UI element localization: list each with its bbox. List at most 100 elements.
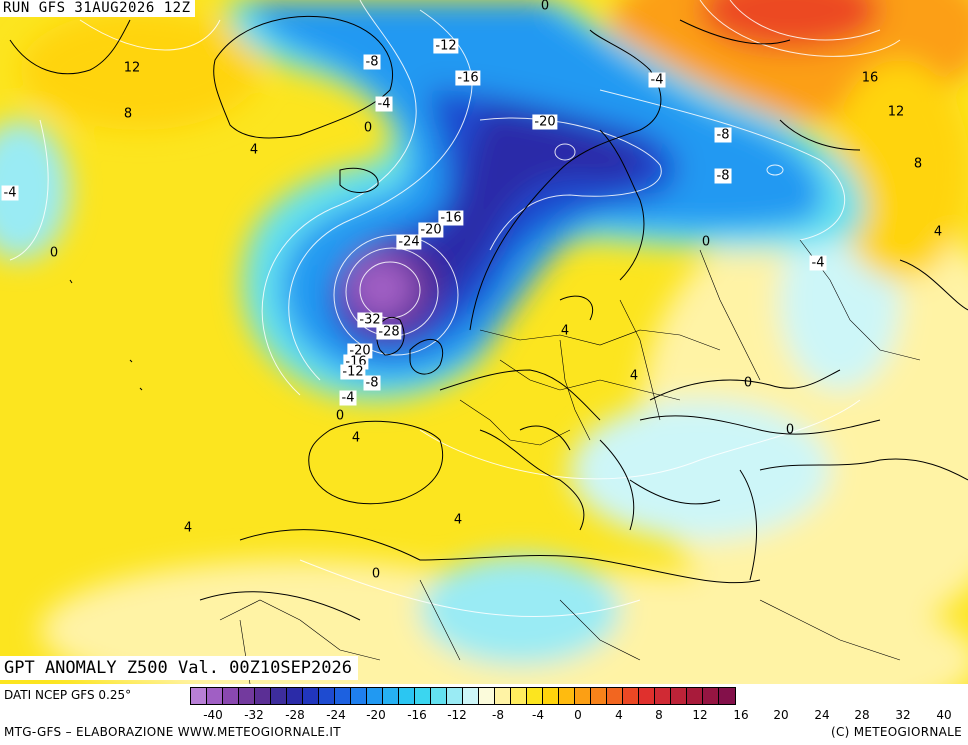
contour-label: -8 (363, 54, 381, 70)
colorbar-tick: -4 (532, 708, 544, 722)
contour-label: -4 (375, 96, 393, 112)
colorbar-swatch (559, 688, 575, 704)
colorbar-swatch (655, 688, 671, 704)
colorbar-swatch (319, 688, 335, 704)
colorbar-tick: -32 (244, 708, 264, 722)
contour-label: 0 (701, 234, 711, 250)
contour-label: 0 (363, 120, 373, 136)
contour-label: -16 (455, 70, 481, 86)
colorbar-tick: 12 (692, 708, 708, 722)
contour-label: 0 (743, 375, 753, 391)
colorbar-tick: 4 (615, 708, 623, 722)
colorbar-swatch (479, 688, 495, 704)
contour-label: -24 (396, 234, 422, 250)
colorbar-swatch (719, 688, 735, 704)
colorbar-swatch (591, 688, 607, 704)
contour-label: 4 (183, 520, 193, 536)
contour-label: 8 (123, 106, 133, 122)
colorbar-swatch (383, 688, 399, 704)
colorbar-tick: -40 (203, 708, 223, 722)
contour-label: 0 (540, 0, 550, 14)
contour-label: -8 (363, 375, 381, 391)
colorbar-tick: -28 (285, 708, 305, 722)
colorbar-swatch (687, 688, 703, 704)
contour-label: -20 (532, 114, 558, 130)
colorbar-tick: 0 (574, 708, 582, 722)
colorbar-swatch (543, 688, 559, 704)
borders (219, 239, 921, 684)
contour-label: 0 (785, 422, 795, 438)
colorbar-swatch (703, 688, 719, 704)
contour-label: 4 (249, 142, 259, 158)
contour-label: 4 (629, 368, 639, 384)
data-source: DATI NCEP GFS 0.25° (4, 688, 132, 702)
contour-label: -4 (1, 185, 19, 201)
colorbar-tick: 8 (655, 708, 663, 722)
contour-label: 0 (49, 245, 59, 261)
contour-label: -8 (714, 127, 732, 143)
contour-label: -32 (357, 312, 383, 328)
colorbar-swatch (351, 688, 367, 704)
contour-label: -4 (809, 255, 827, 271)
colorbar-swatch (415, 688, 431, 704)
credit: MTG-GFS – ELABORAZIONE WWW.METEOGIORNALE… (4, 725, 341, 739)
colorbar-tick: 28 (854, 708, 870, 722)
contour-label: 4 (453, 512, 463, 528)
colorbar-swatch (447, 688, 463, 704)
colorbar-swatch (287, 688, 303, 704)
colorbar-tick: -20 (366, 708, 386, 722)
colorbar-swatch (271, 688, 287, 704)
colorbar-tick: 40 (936, 708, 952, 722)
colorbar-swatch (239, 688, 255, 704)
colorbar-tick: 20 (773, 708, 789, 722)
colorbar-swatch (335, 688, 351, 704)
contour-label: -12 (433, 38, 459, 54)
colorbar-tick: -12 (447, 708, 467, 722)
contour-label: -4 (648, 72, 666, 88)
colorbar-swatch (367, 688, 383, 704)
colorbar (190, 687, 736, 705)
contour-label: -4 (339, 390, 357, 406)
contour-label: 4 (351, 430, 361, 446)
colorbar-swatch (207, 688, 223, 704)
copyright: (C) METEOGIORNALE (830, 725, 962, 739)
contour-label: 16 (861, 70, 879, 86)
contour-label: -8 (714, 168, 732, 184)
contour-label: 4 (560, 323, 570, 339)
anomaly-field (0, 0, 968, 684)
colorbar-swatch (255, 688, 271, 704)
legend-panel: DATI NCEP GFS 0.25° -40 -32 -28 -24 -20 -16 -1… (0, 684, 968, 745)
contour-label: -20 (418, 222, 444, 238)
colorbar-tick: 32 (895, 708, 911, 722)
contour-label: 4 (933, 224, 943, 240)
colorbar-swatch (623, 688, 639, 704)
colorbar-swatch (399, 688, 415, 704)
contour-label: -12 (340, 364, 366, 380)
colorbar-swatch (191, 688, 207, 704)
colorbar-swatch (527, 688, 543, 704)
colorbar-swatch (671, 688, 687, 704)
colorbar-tick: -16 (407, 708, 427, 722)
colorbar-swatch (303, 688, 319, 704)
colorbar-swatch (223, 688, 239, 704)
run-label: RUN GFS 31AUG2026 12Z (0, 0, 195, 17)
colorbar-swatch (607, 688, 623, 704)
map-title: GPT ANOMALY Z500 Val. 00Z10SEP2026 (0, 656, 358, 680)
contour-label: 0 (335, 408, 345, 424)
contour-label: 12 (123, 60, 141, 76)
colorbar-swatch (639, 688, 655, 704)
colorbar-tick: -8 (492, 708, 504, 722)
contour-label: 8 (913, 156, 923, 172)
colorbar-tick: 24 (814, 708, 830, 722)
contour-label: 12 (887, 104, 905, 120)
contour-label: -28 (376, 324, 402, 340)
contour-label: 0 (371, 566, 381, 582)
colorbar-swatch (495, 688, 511, 704)
colorbar-tick: 16 (733, 708, 749, 722)
contour-label: -16 (438, 210, 464, 226)
colorbar-swatch (575, 688, 591, 704)
colorbar-tick: -24 (326, 708, 346, 722)
colorbar-swatch (463, 688, 479, 704)
contour-lines (9, 0, 901, 617)
anomaly-map: 0 -12 -8 -16 -4 12 16 8 -4 12 -20 0 -8 4 8 -8 -4 -16 -20 4-… (0, 0, 968, 684)
